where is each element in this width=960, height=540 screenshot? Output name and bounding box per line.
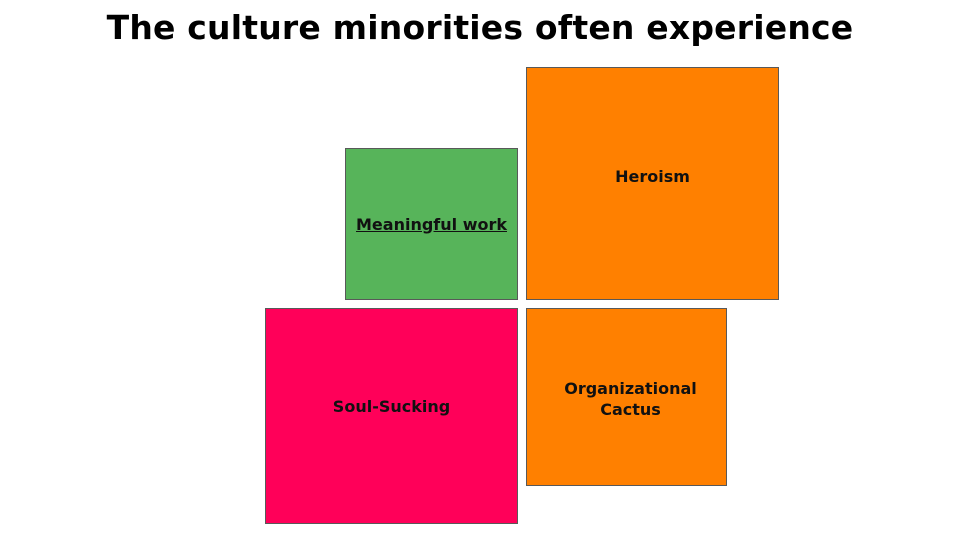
organizational-cactus-box: Organizational Cactus (526, 308, 727, 486)
soul-sucking-box: Soul-Sucking (265, 308, 518, 524)
slide-title: The culture minorities often experience (106, 8, 854, 47)
soul-sucking-label: Soul-Sucking (332, 396, 451, 416)
organizational-cactus-label: Organizational Cactus (564, 379, 697, 419)
meaningful-work-box: Meaningful work (345, 148, 518, 300)
heroism-label: Heroism (615, 167, 690, 186)
meaningful-work-link[interactable]: Meaningful work (356, 214, 507, 234)
heroism-box: Heroism (526, 67, 779, 300)
